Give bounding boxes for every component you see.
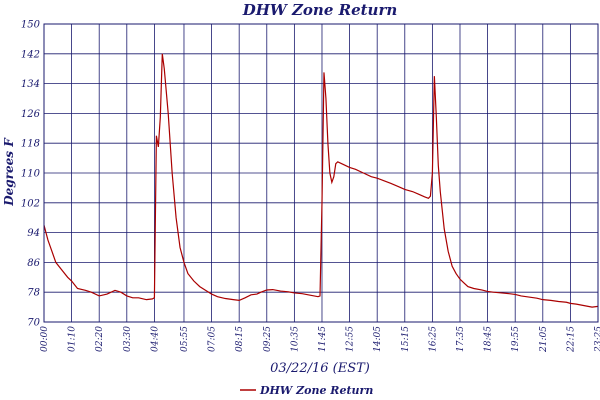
plot-frame (43, 23, 599, 323)
y-tick-label: 70 (27, 318, 40, 329)
y-tick-label: 78 (27, 288, 40, 299)
series-line (43, 53, 599, 308)
x-tick-label: 05:55 (180, 326, 190, 352)
x-tick-label: 19:55 (511, 326, 521, 352)
x-tick-label: 08:15 (235, 326, 245, 352)
x-tick-label: 21:05 (539, 326, 549, 353)
x-tick-label: 00:00 (40, 326, 50, 352)
x-tick-label: 11:45 (318, 326, 328, 352)
y-tick-label: 94 (27, 228, 40, 239)
x-tick-label: 02:20 (95, 326, 105, 352)
x-axis-label: 03/22/16 (EST) (270, 361, 370, 376)
x-tick-label: 23:25 (594, 326, 600, 353)
x-tick-label: 14:05 (373, 326, 383, 352)
x-tick-label: 17:35 (456, 326, 466, 352)
y-tick-label: 150 (21, 20, 41, 31)
y-tick-label: 118 (21, 139, 40, 150)
legend: DHW Zone Return (240, 384, 373, 397)
x-tick-label: 22:15 (566, 326, 576, 353)
y-tick-label: 134 (21, 79, 40, 90)
x-tick-label: 01:10 (68, 326, 78, 352)
x-tick-label: 03:30 (123, 326, 133, 352)
y-tick-label: 126 (21, 109, 41, 120)
x-tick-label: 18:45 (484, 326, 494, 352)
legend-label: DHW Zone Return (259, 384, 373, 397)
x-tick-label: 09:25 (263, 326, 273, 352)
y-tick-label: 110 (21, 169, 41, 180)
y-tick-labels: 70 78 86 94 102 110 118 126 134 142 150 (21, 20, 41, 329)
x-tick-label: 07:05 (208, 326, 218, 352)
x-tick-label: 12:55 (346, 326, 356, 352)
x-tick-label: 04:40 (150, 326, 160, 352)
y-tick-label: 86 (27, 258, 40, 269)
y-tick-label: 142 (21, 49, 40, 60)
x-tick-labels: 00:00 01:10 02:20 03:30 04:40 05:55 07:05 08:15… (40, 326, 600, 353)
chart-title: DHW Zone Return (242, 1, 398, 19)
y-tick-label: 102 (21, 198, 40, 209)
x-tick-label: 16:25 (428, 326, 438, 352)
x-tick-label: 15:15 (401, 326, 411, 352)
y-axis-label: Degrees F (2, 137, 16, 207)
x-tick-label: 10:35 (290, 326, 300, 352)
